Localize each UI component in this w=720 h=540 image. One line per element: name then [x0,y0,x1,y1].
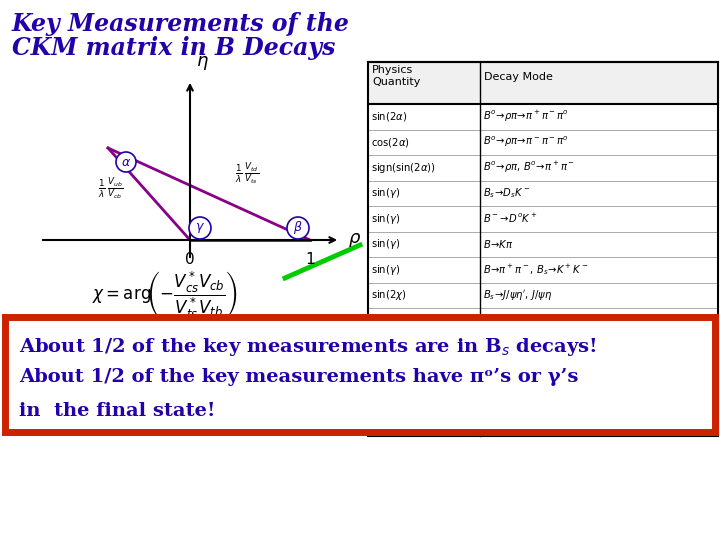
Text: $B^o \!\to\! \rho\pi \!\to\! \pi^+\pi^-\pi^o$: $B^o \!\to\! \rho\pi \!\to\! \pi^+\pi^-\… [483,109,569,124]
Text: About 1/2 of the key measurements have πᵒ’s or γ’s: About 1/2 of the key measurements have π… [19,368,578,386]
Text: Physics
Quantity: Physics Quantity [372,65,420,87]
Text: $\sin(\gamma)$: $\sin(\gamma)$ [371,186,400,200]
Text: $B^- \!\to\! D^o K^+$: $B^- \!\to\! D^o K^+$ [483,212,537,225]
Text: $\sin(2\alpha)$: $\sin(2\alpha)$ [371,110,408,123]
Text: $\sin(2\beta)$: $\sin(2\beta)$ [371,314,407,328]
Text: $\frac{1}{\lambda}\,\frac{V_{td}}{V_{ts}}$: $\frac{1}{\lambda}\,\frac{V_{td}}{V_{ts}… [235,161,259,186]
Text: $B^o \!\to\! J/\psi K_s$: $B^o \!\to\! J/\psi K_s$ [483,314,529,328]
Text: $\rho$: $\rho$ [348,231,361,249]
Text: $B_s \!\to\! J/\psi\eta^\prime,\, J/\psi\eta$: $B_s \!\to\! J/\psi\eta^\prime,\, J/\psi… [483,288,552,302]
Text: $\Delta\Gamma\,\mathrm{for}\,B_s$: $\Delta\Gamma\,\mathrm{for}\,B_s$ [371,416,413,430]
Bar [368,62,718,435]
Text: $\cos(2\beta)$: $\cos(2\beta)$ [371,364,410,379]
Text: $B \!\to\! \pi^+\pi^-,\, B_s \!\to\! K^+K^-$: $B \!\to\! \pi^+\pi^-,\, B_s \!\to\! K^+… [483,262,588,277]
Text: $x_s$: $x_s$ [371,392,383,403]
Text: $B^o \!\to\! J/\psi K^*,\, B_s \!\to\! J/\psi\phi$: $B^o \!\to\! J/\psi K^*,\, B_s \!\to\! J… [483,364,579,380]
Bar [368,62,718,104]
Text: 1: 1 [305,252,315,267]
Text: $\eta$: $\eta$ [196,54,209,72]
Text: $\sin(\gamma)$: $\sin(\gamma)$ [371,212,400,226]
Text: $B_s \!\to\! D_s K^-$: $B_s \!\to\! D_s K^-$ [483,186,531,200]
Text: CKM matrix in B Decays: CKM matrix in B Decays [12,36,336,60]
Text: $\chi = \mathrm{arg}\!\left(-\dfrac{V_{cs}^*V_{cb}}{V_{ts}^*V_{tb}}\right)$: $\chi = \mathrm{arg}\!\left(-\dfrac{V_{c… [92,269,238,321]
Text: $B^o \!\to\! \rho\pi,\, B^o \!\to\! \pi^+\pi^-$: $B^o \!\to\! \rho\pi,\, B^o \!\to\! \pi^… [483,160,575,176]
Text: $\sin(2\beta)$: $\sin(2\beta)$ [371,339,407,353]
Text: $\beta$: $\beta$ [293,219,303,237]
Text: $\sin(2\chi)$: $\sin(2\chi)$ [371,288,407,302]
Text: $\mathrm{sign}(\sin(2\alpha))$: $\mathrm{sign}(\sin(2\alpha))$ [371,161,436,175]
Text: 0: 0 [185,252,195,267]
Text: $B \!\to\! K\pi$: $B \!\to\! K\pi$ [483,238,513,250]
Circle shape [116,152,136,172]
Text: $B^o \!\to\! \rho\pi \!\to\! \pi^-\pi^-\pi^o$: $B^o \!\to\! \rho\pi \!\to\! \pi^-\pi^-\… [483,135,569,150]
Text: Decay Mode: Decay Mode [484,72,553,82]
Text: $B_s \!\to\! D_s\pi^-$: $B_s \!\to\! D_s\pi^-$ [483,390,529,404]
Text: Key Measurements of the: Key Measurements of the [12,12,350,36]
Text: $\sin(\gamma)$: $\sin(\gamma)$ [371,263,400,276]
Text: $\frac{1}{\lambda}\,\frac{V_{ub}}{V_{cb}}$: $\frac{1}{\lambda}\,\frac{V_{ub}}{V_{cb}… [98,177,124,201]
Text: $\alpha$: $\alpha$ [121,156,131,168]
Text: in  the final state!: in the final state! [19,402,215,420]
Circle shape [189,217,211,239]
Text: $B^o \!\to\! \phi K_s,\, \eta^\prime K_s,\, J/\psi\phi$: $B^o \!\to\! \phi K_s,\, \eta^\prime K_s… [483,339,575,354]
Text: $\gamma$: $\gamma$ [195,221,205,235]
Circle shape [287,217,309,239]
Text: $\cos(2\alpha)$: $\cos(2\alpha)$ [371,136,410,148]
Text: About 1/2 of the key measurements are in B$_s$ decays!: About 1/2 of the key measurements are in… [19,336,597,358]
Text: $\sin(\gamma)$: $\sin(\gamma)$ [371,237,400,251]
Text: $B_s \!\to\! J/\psi\eta^\prime,\, K^+K^-,\, D_s\pi^-$: $B_s \!\to\! J/\psi\eta^\prime,\, K^+K^-… [483,415,598,430]
Bar [5,317,715,432]
